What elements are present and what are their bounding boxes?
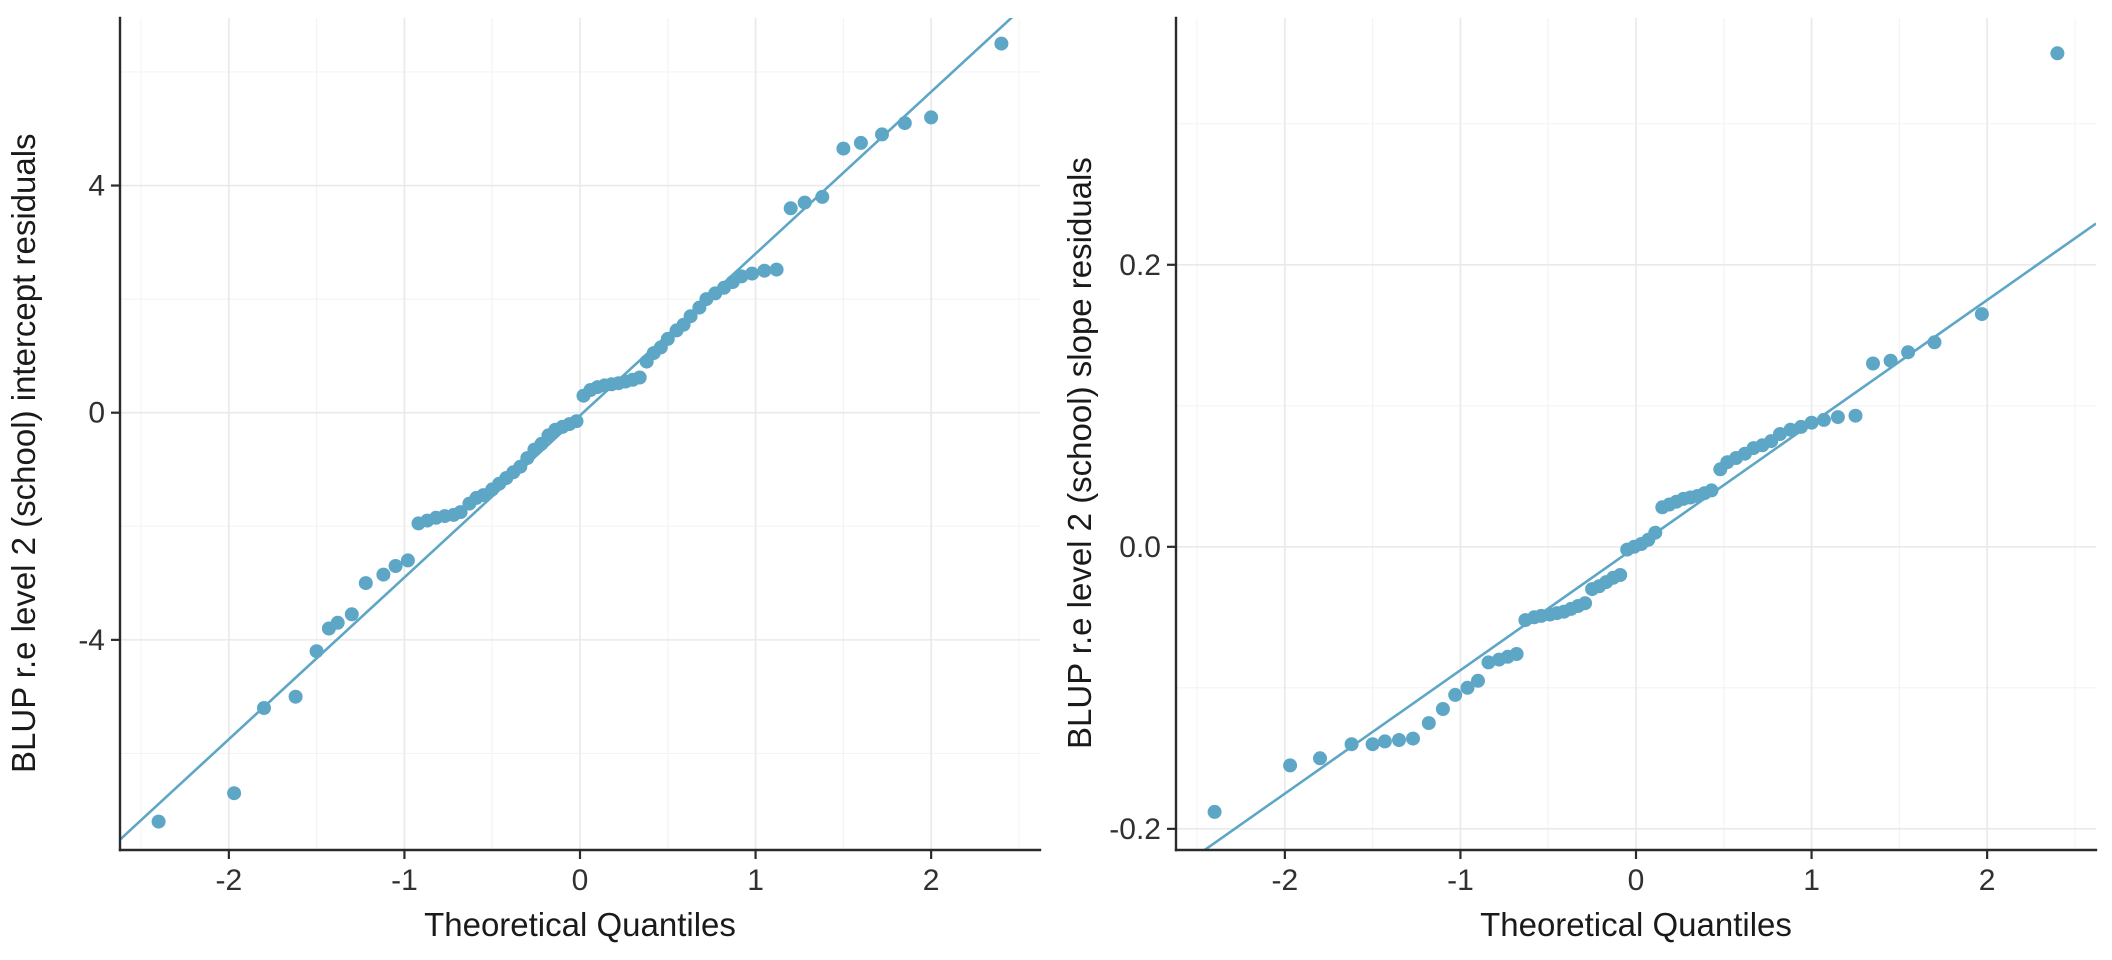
points-layer — [1207, 46, 2065, 819]
data-point — [1460, 680, 1475, 695]
x-tick-label: 0 — [1628, 864, 1645, 897]
data-point — [1509, 647, 1524, 661]
data-point — [1377, 734, 1392, 749]
y-axis-title-intercept: BLUP r.e level 2 (school) intercept resi… — [5, 133, 42, 773]
data-point — [1365, 737, 1380, 752]
data-point — [1648, 525, 1663, 540]
tick-marks — [111, 184, 933, 859]
data-point — [924, 110, 939, 125]
y-tick-labels: -4 0 4 — [78, 170, 105, 657]
data-point — [1974, 307, 1989, 322]
data-point — [1471, 673, 1485, 688]
qq-plot-intercept-canvas-wrap: -2 -1 0 1 2 -4 0 4 — [48, 4, 1056, 902]
data-point — [783, 201, 798, 216]
points-layer — [151, 36, 1009, 829]
data-point — [734, 269, 749, 284]
data-point — [1421, 716, 1436, 731]
data-point — [797, 195, 812, 210]
data-point — [1448, 687, 1463, 702]
data-point — [1344, 737, 1359, 752]
data-point — [1773, 427, 1787, 441]
data-point — [757, 263, 772, 278]
data-point — [1804, 415, 1819, 430]
x-tick-label: 2 — [923, 864, 940, 897]
x-tick-label: 0 — [572, 864, 589, 897]
data-point — [1848, 408, 1863, 423]
y-tick-label: 0.2 — [1119, 249, 1161, 282]
data-point — [994, 36, 1009, 51]
x-tick-label: 1 — [747, 864, 764, 897]
y-tick-label: -0.2 — [1109, 813, 1161, 846]
data-point — [815, 189, 830, 204]
data-point — [1481, 655, 1496, 670]
data-point — [1313, 751, 1327, 766]
qq-plot-slope-canvas-wrap: -2 -1 0 1 2 -0.2 0.0 0.2 — [1104, 4, 2112, 902]
x-tick-label: -2 — [216, 864, 243, 897]
qq-plot-intercept-canvas: -2 -1 0 1 2 -4 0 4 — [78, 16, 1042, 897]
grid-minor — [1176, 18, 2096, 850]
data-point — [853, 135, 868, 150]
data-point — [1207, 804, 1222, 819]
data-point — [2050, 46, 2065, 61]
data-point — [1794, 419, 1808, 434]
x-tick-label: -2 — [1272, 864, 1299, 897]
x-tick-label: -1 — [391, 864, 418, 897]
data-point — [358, 576, 373, 591]
data-point — [1283, 758, 1298, 773]
y-tick-label: -4 — [78, 624, 105, 657]
tick-marks — [1167, 263, 1989, 859]
data-point — [660, 331, 675, 346]
x-tick-labels: -2 -1 0 1 2 — [216, 864, 940, 897]
data-point — [1883, 353, 1898, 368]
data-point — [388, 559, 403, 573]
data-point — [1392, 733, 1406, 747]
data-point — [745, 266, 760, 281]
data-point — [288, 689, 303, 704]
data-point — [897, 116, 912, 131]
data-point — [400, 553, 415, 568]
qq-plot-slope-canvas: -2 -1 0 1 2 -0.2 0.0 0.2 — [1109, 16, 2098, 897]
data-point — [1406, 731, 1420, 746]
qq-plot-intercept-panel: BLUP r.e level 2 (school) intercept resi… — [5, 4, 1056, 943]
data-point — [683, 309, 698, 324]
data-point — [453, 505, 468, 520]
data-point — [1578, 596, 1593, 611]
x-axis-title-slope: Theoretical Quantiles — [1480, 906, 1792, 943]
data-point — [376, 567, 391, 582]
data-point — [1927, 335, 1942, 350]
qq-plot-slope-panel: BLUP r.e level 2 (school) slope residual… — [1056, 0, 2112, 960]
x-tick-label: -1 — [1447, 864, 1474, 897]
data-point — [1866, 356, 1880, 371]
y-tick-label: 4 — [88, 170, 105, 203]
y-axis-title-slope: BLUP r.e level 2 (school) slope residual… — [1061, 157, 1098, 749]
data-point — [769, 262, 784, 277]
data-point — [1816, 412, 1831, 427]
x-axis-title-intercept: Theoretical Quantiles — [424, 906, 736, 943]
data-point — [1830, 410, 1845, 425]
data-point — [1435, 702, 1450, 716]
data-point — [875, 127, 889, 142]
data-point — [330, 615, 345, 630]
data-point — [632, 370, 647, 385]
data-point — [257, 701, 271, 715]
x-tick-labels: -2 -1 0 1 2 — [1272, 864, 1996, 897]
x-tick-label: 2 — [1979, 864, 1996, 897]
y-tick-label: 0 — [88, 397, 105, 430]
data-point — [1704, 483, 1719, 498]
data-point — [1783, 422, 1798, 437]
grid-major — [120, 18, 1040, 850]
y-tick-label: 0.0 — [1119, 531, 1161, 564]
data-point — [227, 786, 242, 801]
data-point — [309, 644, 324, 659]
data-point — [151, 814, 166, 829]
y-tick-labels: -0.2 0.0 0.2 — [1109, 249, 1161, 846]
data-point — [836, 141, 851, 156]
data-point — [344, 607, 359, 622]
data-point — [1901, 345, 1916, 360]
data-point — [1613, 568, 1628, 582]
data-point — [569, 414, 584, 429]
x-tick-label: 1 — [1803, 864, 1820, 897]
